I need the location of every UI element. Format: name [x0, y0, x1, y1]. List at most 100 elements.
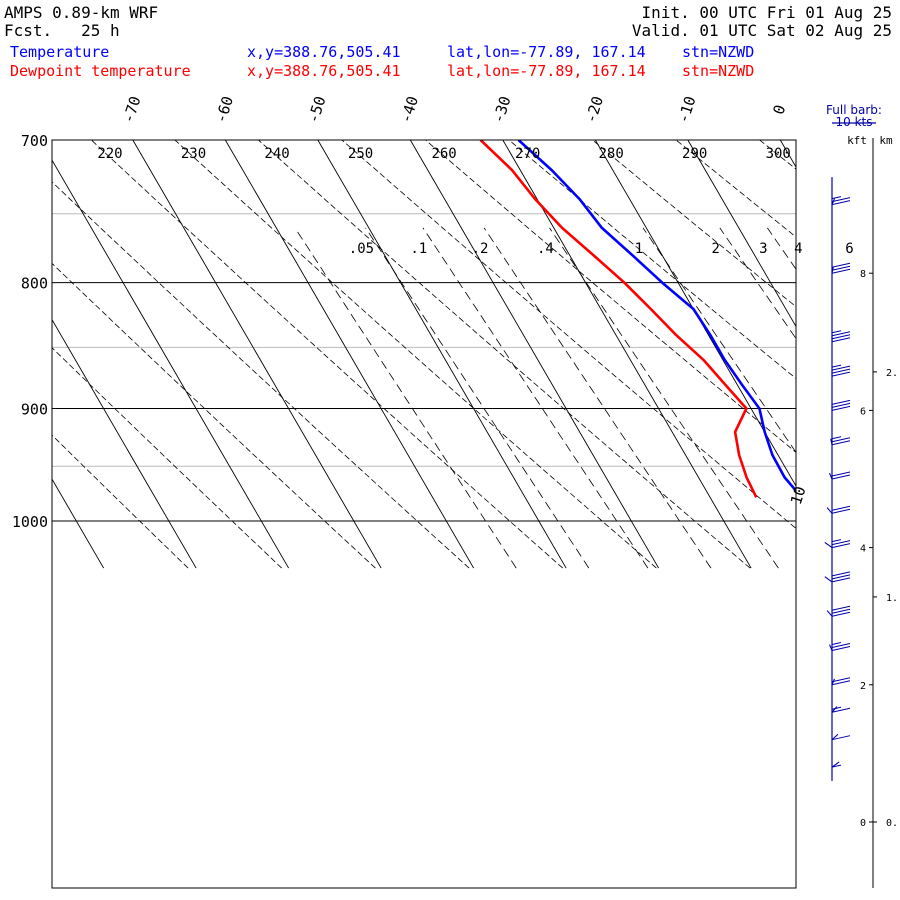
- barb-flag: [831, 200, 851, 206]
- km-tick-label: 1.: [886, 593, 898, 604]
- isotherm-line: [873, 140, 900, 568]
- wind-barb: [824, 541, 833, 549]
- dry-adiabat-label: 220: [97, 146, 122, 162]
- dry-adiabat: [91, 140, 564, 569]
- pressure-label: 1000: [12, 513, 48, 531]
- isotherm-label: -20: [582, 94, 607, 125]
- kft-label: kft: [847, 134, 867, 147]
- mixing-ratio-line: [891, 228, 900, 568]
- isotherm-line: [0, 140, 11, 568]
- chart-grid: [0, 140, 900, 569]
- barb-flag: [831, 643, 851, 648]
- barb-flag: [831, 540, 851, 546]
- barb-flag: [831, 574, 851, 580]
- barb-flag: [831, 262, 851, 268]
- isotherm-line: [502, 140, 752, 569]
- isotherm-line: [409, 140, 660, 569]
- dewpoint-xy: x,y=388.76,505.41: [247, 62, 401, 80]
- barb-flag: [831, 371, 851, 377]
- barb-flag: [831, 571, 851, 577]
- dry-adiabat: [52, 347, 282, 569]
- dry-adiabat: [174, 140, 657, 569]
- isotherm-label: -60: [212, 94, 237, 125]
- dry-adiabat-label: 290: [682, 146, 707, 162]
- barb-flag: [831, 611, 851, 617]
- dry-adiabat: [843, 140, 900, 568]
- dry-adiabat-label: 270: [515, 146, 540, 162]
- kft-tick-label: 4: [860, 544, 866, 555]
- isotherm-line: [687, 140, 796, 328]
- kft-tick-label: 8: [860, 269, 866, 280]
- barb-flag: [831, 405, 851, 411]
- wind-barb: [828, 644, 833, 651]
- isotherm-label: -10: [674, 94, 699, 125]
- barb-flag: [831, 680, 851, 686]
- plot-frame: [51, 139, 797, 889]
- barb-half-flag: [831, 706, 842, 710]
- barb-flag: [831, 577, 851, 583]
- barb-flag: [831, 402, 851, 408]
- wind-barb: [831, 706, 838, 713]
- barb-half-flag: [831, 642, 842, 645]
- isotherm-label: 0: [769, 103, 789, 117]
- wind-barb: [828, 472, 833, 480]
- barb-flag: [831, 368, 851, 374]
- dry-adiabat-label: 280: [599, 146, 624, 162]
- barb-half-flag: [831, 764, 842, 768]
- barb-legend-value: 10 kts: [836, 115, 873, 129]
- mixing-ratio-line: [422, 227, 649, 569]
- wind-barb: [831, 733, 839, 741]
- model-title: AMPS 0.89-km WRF: [4, 3, 159, 22]
- dry-adiabat: [759, 140, 796, 170]
- dewpoint-legend: Dewpoint temperature: [10, 62, 191, 80]
- barb-flag: [831, 707, 851, 713]
- mixing-ratio-line: [802, 228, 900, 568]
- isotherm-line: [224, 140, 475, 569]
- pressure-label: 800: [21, 275, 48, 293]
- barb-half-flag: [831, 364, 842, 368]
- barb-flag: [831, 399, 851, 405]
- wind-barb: [826, 507, 833, 514]
- valid-time: Valid. 01 UTC Sat 02 Aug 25: [631, 21, 892, 40]
- barb-flag: [831, 265, 851, 271]
- barb-flag: [831, 471, 851, 477]
- forecast-label: Fcst. 25 h: [4, 22, 120, 40]
- dry-adiabat-label: 300: [766, 146, 791, 162]
- isotherm-label: -30: [489, 94, 514, 125]
- mixing-ratio-label: .05: [349, 241, 374, 257]
- pressure-label: 900: [21, 400, 48, 418]
- km-label: km: [879, 134, 893, 147]
- dewpoint-station: stn=NZWD: [682, 62, 755, 80]
- mixing-ratio-line: [294, 227, 517, 569]
- wind-barb-panel: Full barb:10 kts kft km 0 2 4 6 8 0. 1. 2.: [824, 103, 898, 888]
- dry-adiabat: [52, 434, 189, 569]
- dry-adiabat: [258, 140, 751, 569]
- barb-half-flag: [831, 539, 842, 543]
- mixing-ratio-label: 6: [845, 241, 853, 257]
- barb-legend-title: Full barb:: [826, 103, 882, 117]
- barb-flag: [831, 440, 851, 446]
- temperature-latlon: lat,lon=-77.89, 167.14: [447, 43, 646, 61]
- barb-flag: [831, 337, 851, 343]
- kft-tick-label: 2: [860, 681, 866, 692]
- km-tick-label: 2.: [886, 368, 898, 379]
- barb-flag: [831, 197, 851, 203]
- isotherm-label: -70: [119, 94, 144, 125]
- chart-labels: 700 800 900 1000 -70 -60 -50 -40 -30 -20 -10 0 10 220…: [12, 94, 854, 531]
- barb-flag: [831, 505, 851, 511]
- dry-adiabat: [425, 140, 796, 453]
- mixing-ratio-line: [483, 227, 712, 569]
- km-tick-label: 0.: [886, 818, 898, 829]
- dry-adiabat-label: 240: [264, 146, 289, 162]
- barb-flag: [831, 268, 851, 274]
- mixing-ratio-line: [549, 227, 779, 569]
- barb-half-flag: [831, 330, 842, 334]
- dewpoint-profile: [479, 140, 758, 498]
- mixing-ratio-line: [365, 227, 590, 569]
- kft-tick-label: 0: [860, 818, 866, 829]
- wind-barb: [830, 438, 833, 445]
- barb-half-flag: [831, 436, 842, 440]
- mixing-ratio-label: 2: [712, 241, 720, 257]
- mixing-ratio-line: [642, 227, 796, 454]
